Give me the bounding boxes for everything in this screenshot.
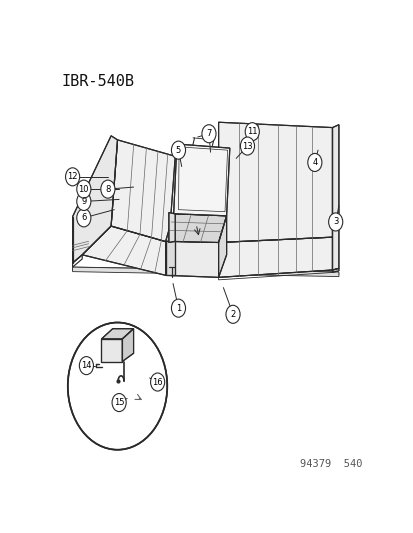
Circle shape — [307, 154, 321, 172]
Circle shape — [150, 373, 164, 391]
Text: 94379  540: 94379 540 — [300, 459, 362, 470]
Polygon shape — [72, 267, 338, 277]
Circle shape — [76, 192, 91, 211]
Text: 5: 5 — [176, 146, 180, 155]
Polygon shape — [173, 144, 229, 216]
Text: 16: 16 — [152, 377, 163, 386]
Circle shape — [171, 299, 185, 317]
Circle shape — [65, 168, 79, 186]
Text: 12: 12 — [67, 172, 78, 181]
Text: 13: 13 — [242, 142, 252, 150]
Circle shape — [76, 180, 91, 198]
Text: 7: 7 — [206, 129, 211, 138]
Text: 4: 4 — [311, 158, 317, 167]
Text: IBR-540B: IBR-540B — [61, 74, 134, 89]
Text: 9: 9 — [81, 197, 86, 206]
Polygon shape — [218, 216, 226, 277]
Polygon shape — [111, 140, 175, 243]
Circle shape — [68, 322, 167, 450]
Polygon shape — [72, 136, 117, 263]
Circle shape — [244, 123, 259, 141]
Circle shape — [79, 357, 93, 375]
Circle shape — [101, 180, 115, 198]
Text: 2: 2 — [230, 310, 235, 319]
Polygon shape — [332, 125, 338, 270]
Text: 1: 1 — [176, 304, 180, 313]
Polygon shape — [101, 329, 133, 339]
Polygon shape — [218, 237, 332, 277]
Circle shape — [202, 125, 216, 143]
Circle shape — [76, 209, 91, 227]
Text: 10: 10 — [78, 184, 89, 193]
Text: 15: 15 — [114, 398, 124, 407]
Text: 3: 3 — [332, 217, 337, 227]
Polygon shape — [165, 241, 218, 277]
Circle shape — [225, 305, 240, 324]
Polygon shape — [165, 214, 226, 243]
Polygon shape — [82, 226, 169, 276]
Text: 8: 8 — [105, 184, 110, 193]
Polygon shape — [169, 213, 175, 243]
Text: 11: 11 — [247, 127, 257, 136]
Circle shape — [112, 393, 126, 411]
Polygon shape — [122, 329, 133, 361]
Circle shape — [171, 141, 185, 159]
Circle shape — [240, 137, 254, 155]
Circle shape — [328, 213, 342, 231]
Polygon shape — [101, 339, 122, 361]
Polygon shape — [218, 122, 332, 243]
Text: 14: 14 — [81, 361, 91, 370]
Text: 6: 6 — [81, 213, 86, 222]
Polygon shape — [165, 241, 175, 276]
